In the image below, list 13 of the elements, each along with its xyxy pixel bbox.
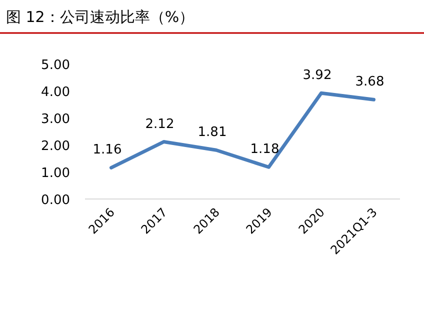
y-tick-label: 4.00: [41, 85, 70, 100]
data-label: 1.81: [198, 125, 227, 140]
data-label: 3.92: [302, 68, 332, 84]
data-label: 1.18: [250, 142, 280, 158]
chart-title: 图 12：公司速动比率（%）: [6, 8, 194, 26]
y-tick-label: 2.00: [41, 139, 70, 154]
y-tick-label: 0.00: [41, 193, 70, 208]
y-tick-label: 3.00: [41, 112, 70, 127]
y-tick-label: 5.00: [41, 58, 70, 73]
y-tick-label: 1.00: [41, 166, 70, 181]
data-label: 3.68: [355, 74, 384, 90]
data-label: 1.16: [92, 142, 122, 158]
data-label: 2.12: [145, 116, 174, 132]
